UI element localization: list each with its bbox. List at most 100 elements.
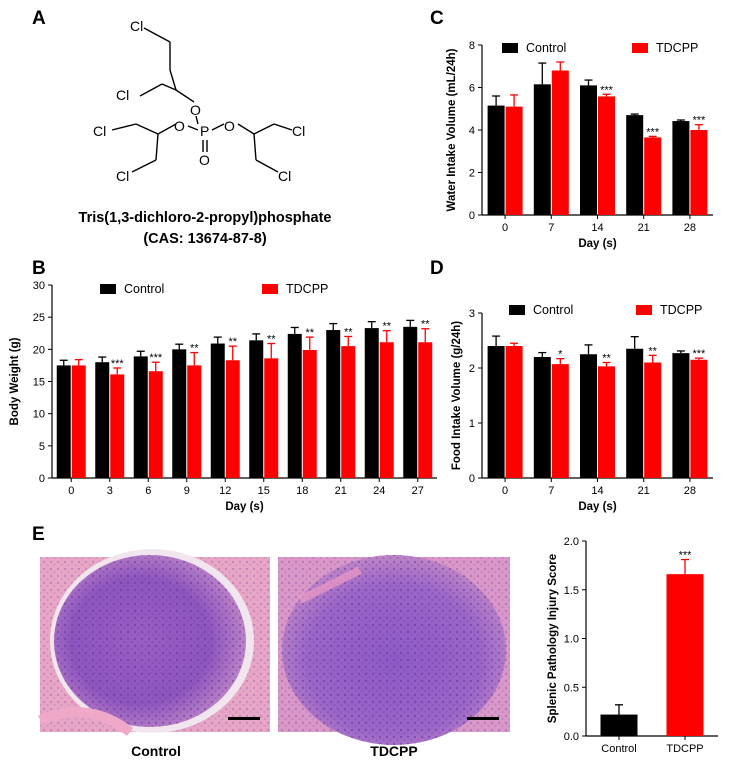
bar — [56, 365, 71, 478]
x-tick-label: 7 — [548, 222, 554, 234]
x-tick-label: 14 — [591, 485, 603, 497]
y-tick-label: 5 — [39, 441, 45, 453]
bar — [302, 349, 317, 478]
y-tick-label: 2.0 — [564, 536, 579, 548]
x-tick-label: 3 — [107, 485, 113, 497]
bar — [551, 364, 569, 478]
bar — [580, 85, 597, 215]
y-tick-label: 15 — [33, 377, 45, 389]
bar — [551, 70, 569, 215]
bar — [287, 333, 302, 478]
chem-o-2: O — [174, 118, 185, 134]
bar — [264, 358, 279, 478]
x-axis-title: Day (s) — [578, 238, 617, 250]
y-tick-label: 0 — [469, 210, 475, 222]
x-tick-label: 21 — [638, 222, 650, 234]
significance-marker: ** — [344, 326, 353, 338]
panel-label-d: D — [430, 258, 444, 279]
x-tick-label: TDCPP — [666, 743, 703, 755]
significance-marker: ** — [228, 336, 237, 348]
legend-label: TDCPP — [660, 303, 702, 317]
bar — [487, 346, 505, 478]
x-tick-label: 18 — [296, 485, 308, 497]
bar — [626, 348, 644, 478]
y-axis-title: Food Intake Volume (g/24h) — [451, 321, 463, 470]
y-tick-label: 1.0 — [564, 634, 579, 646]
x-axis-title: Day (s) — [225, 501, 264, 513]
legend-swatch — [636, 305, 652, 315]
bar — [71, 365, 86, 478]
micrograph-control — [38, 549, 270, 736]
bar — [326, 330, 341, 478]
panel-label-e: E — [32, 524, 45, 545]
x-tick-label: 6 — [145, 485, 151, 497]
significance-marker: ** — [267, 334, 276, 346]
y-tick-label: 0.0 — [564, 731, 579, 743]
y-tick-label: 1 — [469, 418, 475, 430]
x-tick-label: 24 — [373, 485, 385, 497]
y-axis-title: Body Weight (g) — [9, 337, 21, 425]
bar — [690, 359, 708, 478]
chart-water-intake: 0 2 4 6 8 Water Intake Volume (mL/24h) Day (s)… — [446, 40, 713, 250]
y-tick-label: 0.5 — [564, 682, 579, 694]
bar — [95, 362, 110, 478]
bar — [644, 362, 662, 478]
y-tick-label: 25 — [33, 312, 45, 324]
panel-label-a: A — [32, 8, 46, 29]
bar — [626, 115, 644, 215]
chart-body-weight: 0 5 10 15 20 25 30 Body Weight (g) Day (s) 0 3 *** 6… — [9, 280, 437, 513]
x-tick-label: 15 — [258, 485, 270, 497]
bar — [487, 105, 505, 215]
significance-marker: ** — [382, 321, 391, 333]
chart-pathology-score: 0.0 0.5 1.0 1.5 2.0 Splenic Pathology Injury … — [547, 536, 718, 755]
y-tick-label: 2 — [469, 168, 475, 180]
y-tick-label: 3 — [469, 308, 475, 320]
scale-bar-tdcpp — [467, 717, 499, 720]
chem-o-4: O — [199, 152, 210, 168]
bar — [210, 343, 225, 478]
y-tick-label: 10 — [33, 409, 45, 421]
bar — [690, 130, 708, 215]
chem-cl-3: Cl — [93, 123, 106, 139]
legend-label: TDCPP — [656, 41, 698, 55]
x-tick-label: 12 — [219, 485, 231, 497]
x-tick-label: Control — [601, 743, 636, 755]
compound-cas: (CAS: 13674-87-8) — [143, 231, 266, 247]
chem-o-1: O — [190, 102, 201, 118]
x-tick-label: 0 — [68, 485, 74, 497]
significance-marker: ** — [648, 345, 657, 357]
panel-label-c: C — [430, 8, 444, 29]
panel-label-b: B — [32, 258, 46, 279]
x-axis-title: Day (s) — [578, 501, 617, 513]
legend-label: TDCPP — [286, 282, 328, 296]
legend-swatch — [502, 43, 518, 53]
chem-cl-6: Cl — [278, 168, 291, 184]
x-tick-label: 0 — [502, 222, 508, 234]
x-tick-label: 0 — [502, 485, 508, 497]
y-tick-label: 8 — [469, 40, 475, 52]
chart-food-intake: 0 1 2 3 Food Intake Volume (g/24h) Day (s) 0 7 *… — [451, 303, 713, 513]
significance-marker: ** — [305, 327, 314, 339]
bar — [148, 371, 163, 478]
y-tick-label: 0 — [469, 473, 475, 485]
x-tick-label: 27 — [412, 485, 424, 497]
legend-label: Control — [533, 303, 573, 317]
legend-label: Control — [526, 41, 566, 55]
significance-marker: *** — [600, 84, 614, 96]
bar — [110, 374, 125, 478]
bar — [533, 357, 551, 478]
x-tick-label: 28 — [684, 485, 696, 497]
y-tick-label: 4 — [469, 125, 475, 137]
bar — [341, 346, 356, 478]
bar — [172, 349, 187, 478]
bar — [505, 106, 523, 215]
significance-marker: *** — [111, 358, 125, 370]
y-axis-title: Splenic Pathology Injury Score — [547, 554, 559, 723]
bar — [598, 366, 615, 478]
micrograph-label-control: Control — [131, 743, 181, 759]
bar — [598, 96, 615, 215]
x-tick-label: 9 — [184, 485, 190, 497]
significance-marker: *** — [692, 115, 706, 127]
bar — [672, 353, 690, 478]
